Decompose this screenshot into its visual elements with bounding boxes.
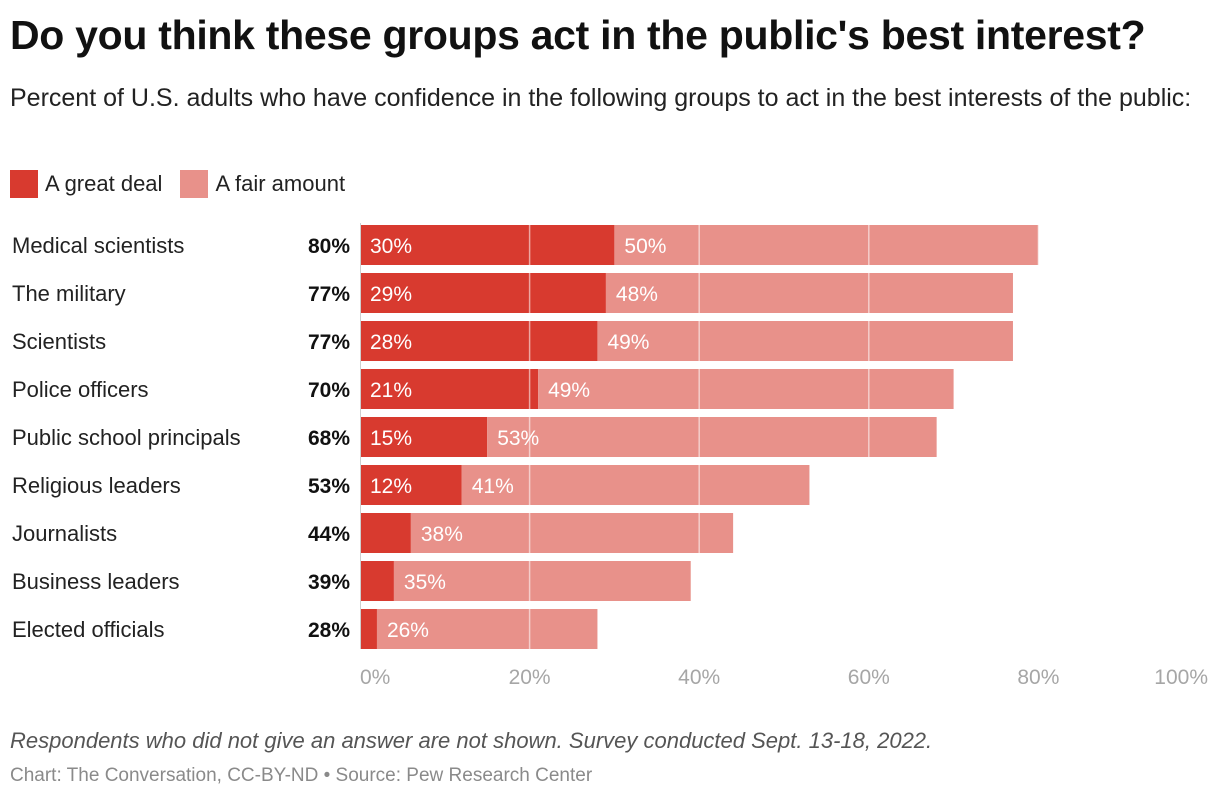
total-label-public-school-principals: 68%	[308, 427, 350, 450]
category-label-scientists: Scientists	[12, 329, 106, 354]
x-tick-label-60: 60%	[848, 666, 890, 689]
category-label-medical-scientists: Medical scientists	[12, 233, 184, 258]
data-label-a-fair-amount-medical-scientists: 50%	[624, 235, 666, 258]
legend: A great deal A fair amount	[10, 170, 363, 198]
data-label-a-fair-amount-police-officers: 49%	[548, 379, 590, 402]
x-tick-label-0: 0%	[360, 666, 390, 689]
bar-a-fair-amount-scientists	[597, 321, 1013, 361]
chart-subtitle: Percent of U.S. adults who have confiden…	[10, 84, 1192, 112]
total-label-religious-leaders: 53%	[308, 475, 350, 498]
legend-swatch-fair-amount	[180, 170, 209, 198]
data-label-a-fair-amount-elected-officials: 26%	[387, 619, 429, 642]
category-label-elected-officials: Elected officials	[12, 617, 164, 642]
bar-a-great-deal-medical-scientists	[360, 225, 615, 265]
total-label-police-officers: 70%	[308, 379, 350, 402]
data-label-a-great-deal-the-military: 29%	[370, 283, 412, 306]
x-tick-label-40: 40%	[678, 666, 720, 689]
bar-a-great-deal-the-military	[360, 273, 606, 313]
bar-a-fair-amount-medical-scientists	[614, 225, 1039, 265]
total-label-medical-scientists: 80%	[308, 235, 350, 258]
total-label-elected-officials: 28%	[308, 619, 350, 642]
legend-label-great-deal: A great deal	[45, 171, 163, 196]
bar-a-fair-amount-journalists	[410, 513, 734, 553]
legend-item-fair-amount: A fair amount	[180, 170, 345, 198]
bar-a-great-deal-business-leaders	[360, 561, 394, 601]
chart-credit: Chart: The Conversation, CC-BY-ND • Sour…	[10, 765, 593, 786]
bar-a-fair-amount-business-leaders	[393, 561, 691, 601]
bar-a-great-deal-police-officers	[360, 369, 539, 409]
data-label-a-fair-amount-public-school-principals: 53%	[497, 427, 539, 450]
bar-a-great-deal-journalists	[360, 513, 411, 553]
bar-a-fair-amount-elected-officials	[376, 609, 598, 649]
legend-label-fair-amount: A fair amount	[215, 171, 346, 196]
legend-swatch-great-deal	[10, 170, 38, 198]
data-label-a-fair-amount-scientists: 49%	[607, 331, 649, 354]
data-label-a-great-deal-police-officers: 21%	[370, 379, 412, 402]
data-label-a-fair-amount-the-military: 48%	[616, 283, 658, 306]
bar-a-great-deal-scientists	[360, 321, 598, 361]
total-label-journalists: 44%	[308, 523, 350, 546]
data-label-a-fair-amount-journalists: 38%	[421, 523, 463, 546]
bar-a-great-deal-elected-officials	[360, 609, 377, 649]
category-label-religious-leaders: Religious leaders	[12, 473, 181, 498]
x-tick-label-80: 80%	[1017, 666, 1059, 689]
chart-title: Do you think these groups act in the pub…	[10, 12, 1146, 58]
total-label-business-leaders: 39%	[308, 571, 350, 594]
category-label-the-military: The military	[12, 281, 126, 306]
data-label-a-fair-amount-religious-leaders: 41%	[472, 475, 514, 498]
legend-item-great-deal: A great deal	[10, 170, 162, 198]
chart-note: Respondents who did not give an answer a…	[10, 728, 933, 753]
bar-a-fair-amount-religious-leaders	[461, 465, 810, 505]
data-label-a-great-deal-religious-leaders: 12%	[370, 475, 412, 498]
data-label-a-fair-amount-business-leaders: 35%	[404, 571, 446, 594]
category-label-business-leaders: Business leaders	[12, 569, 180, 594]
bar-a-fair-amount-the-military	[605, 273, 1013, 313]
data-label-a-great-deal-scientists: 28%	[370, 331, 412, 354]
bar-a-fair-amount-police-officers	[538, 369, 954, 409]
category-label-journalists: Journalists	[12, 521, 117, 546]
category-label-police-officers: Police officers	[12, 377, 149, 402]
stacked-bar-chart: Medical scientists 80% 30% 50% The military 7…	[12, 223, 1209, 689]
total-label-the-military: 77%	[308, 283, 350, 306]
bar-a-great-deal-religious-leaders	[360, 465, 462, 505]
data-label-a-great-deal-medical-scientists: 30%	[370, 235, 412, 258]
total-label-scientists: 77%	[308, 331, 350, 354]
bar-a-fair-amount-public-school-principals	[487, 417, 937, 457]
data-label-a-great-deal-public-school-principals: 15%	[370, 427, 412, 450]
bar-a-great-deal-public-school-principals	[360, 417, 488, 457]
category-label-public-school-principals: Public school principals	[12, 425, 241, 450]
x-tick-label-100: 100%	[1154, 666, 1208, 689]
x-tick-label-20: 20%	[509, 666, 551, 689]
